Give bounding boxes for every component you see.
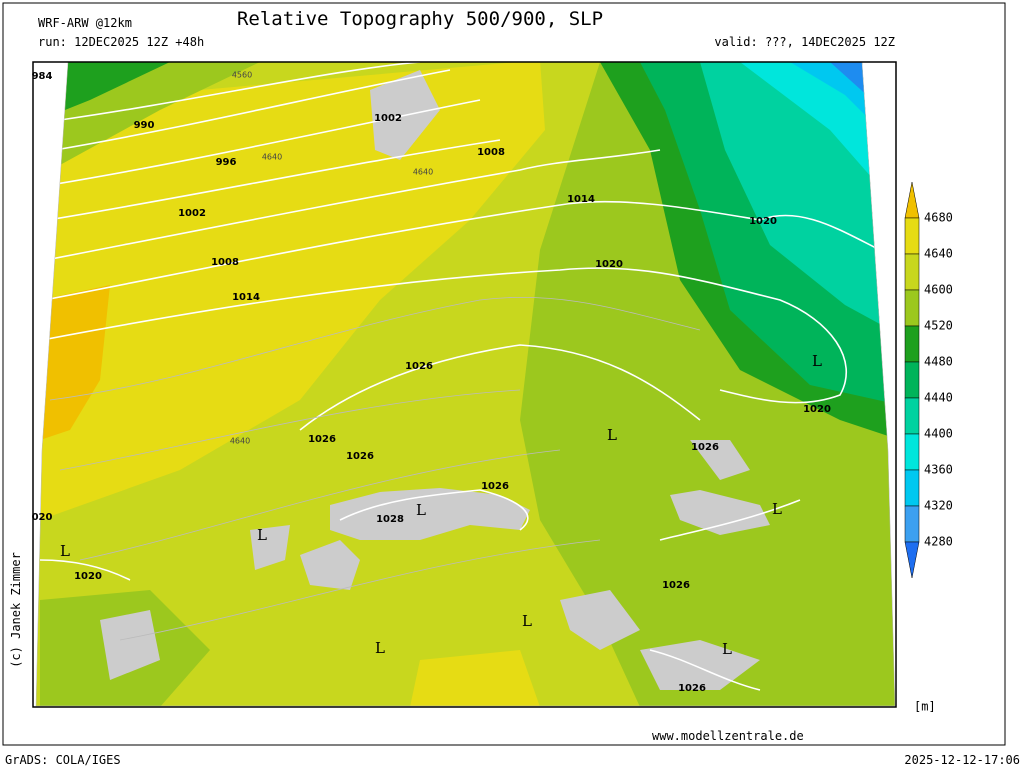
colorbar-segment [904,469,920,507]
map-border [32,61,897,708]
colorbar-label: 4640 [924,247,953,261]
model-label: WRF-ARW @12km [38,16,132,30]
contour-label: 1014 [232,292,260,303]
colorbar-label: 4320 [924,499,953,513]
contour-label: 4640 [262,153,282,162]
contour-label: 996 [216,157,237,168]
low-pressure-label: L [722,640,732,658]
contour-label: 020 [32,512,53,523]
contour-label: 1026 [346,451,374,462]
contour-labels: 984 990 996 1002 1008 1014 1002 1008 1014 1020 102… [32,71,831,695]
contour-label: 4640 [413,168,433,177]
colorbar-segment [904,505,920,543]
colorbar-segment [904,253,920,291]
colorbar-label: 4280 [924,535,953,549]
colorbar-cap [904,541,920,579]
map-title: Relative Topography 500/900, SLP [237,8,603,30]
colorbar-label: 4440 [924,391,953,405]
run-label: run: 12DEC2025 12Z +48h [38,35,204,49]
contour-label: 1002 [178,208,206,219]
contour-label: 1026 [481,481,509,492]
colorbar-segment [904,325,920,363]
colorbar-label: 4520 [924,319,953,333]
contour-label: 1026 [678,683,706,694]
colorbar: 4680 4640 4600 4520 4480 4440 4400 4360 4320 4280 [904,181,953,579]
website: www.modellzentrale.de [652,729,804,743]
software: GrADS: COLA/IGES [5,753,121,767]
contour-label: 1020 [803,404,831,415]
colorbar-segment [904,433,920,471]
timestamp: 2025-12-12-17:06 [904,753,1020,767]
contour-label: 1028 [376,514,404,525]
contour-label: 1026 [308,434,336,445]
contour-label: 1026 [405,361,433,372]
valid-label: valid: ???, 14DEC2025 12Z [714,35,895,49]
contour-label: 1026 [691,442,719,453]
contour-label: 1002 [374,113,402,124]
low-pressure-label: L [375,639,385,657]
low-pressure-label: L [607,426,617,444]
contour-label: 1014 [567,194,595,205]
colorbar-label: 4360 [924,463,953,477]
contour-label: 990 [134,120,155,131]
colorbar-segment [904,397,920,435]
colorbar-segment [904,289,920,327]
contour-label: 4640 [230,437,250,446]
contour-label: 1020 [595,259,623,270]
contour-label: 1008 [477,147,505,158]
contour-label: 1020 [749,216,777,227]
low-pressure-label: L [257,526,267,544]
copyright: (c) Janek Zimmer [9,552,23,668]
unit-label: [m] [914,700,936,714]
low-pressure-label: L [812,352,822,370]
colorbar-label: 4600 [924,283,953,297]
low-pressure-label: L [522,612,532,630]
contour-label: 984 [32,71,53,82]
contour-label: 1020 [74,571,102,582]
contour-label: 4560 [232,71,252,80]
colorbar-segment [904,217,920,255]
contour-label: 1008 [211,257,239,268]
low-pressure-label: L [416,501,426,519]
map-field [36,62,895,706]
colorbar-label: 4680 [924,211,953,225]
low-pressure-label: L [60,542,70,560]
low-pressure-label: L [772,500,782,518]
colorbar-segment [904,361,920,399]
colorbar-label: 4480 [924,355,953,369]
contour-label: 1026 [662,580,690,591]
colorbar-label: 4400 [924,427,953,441]
